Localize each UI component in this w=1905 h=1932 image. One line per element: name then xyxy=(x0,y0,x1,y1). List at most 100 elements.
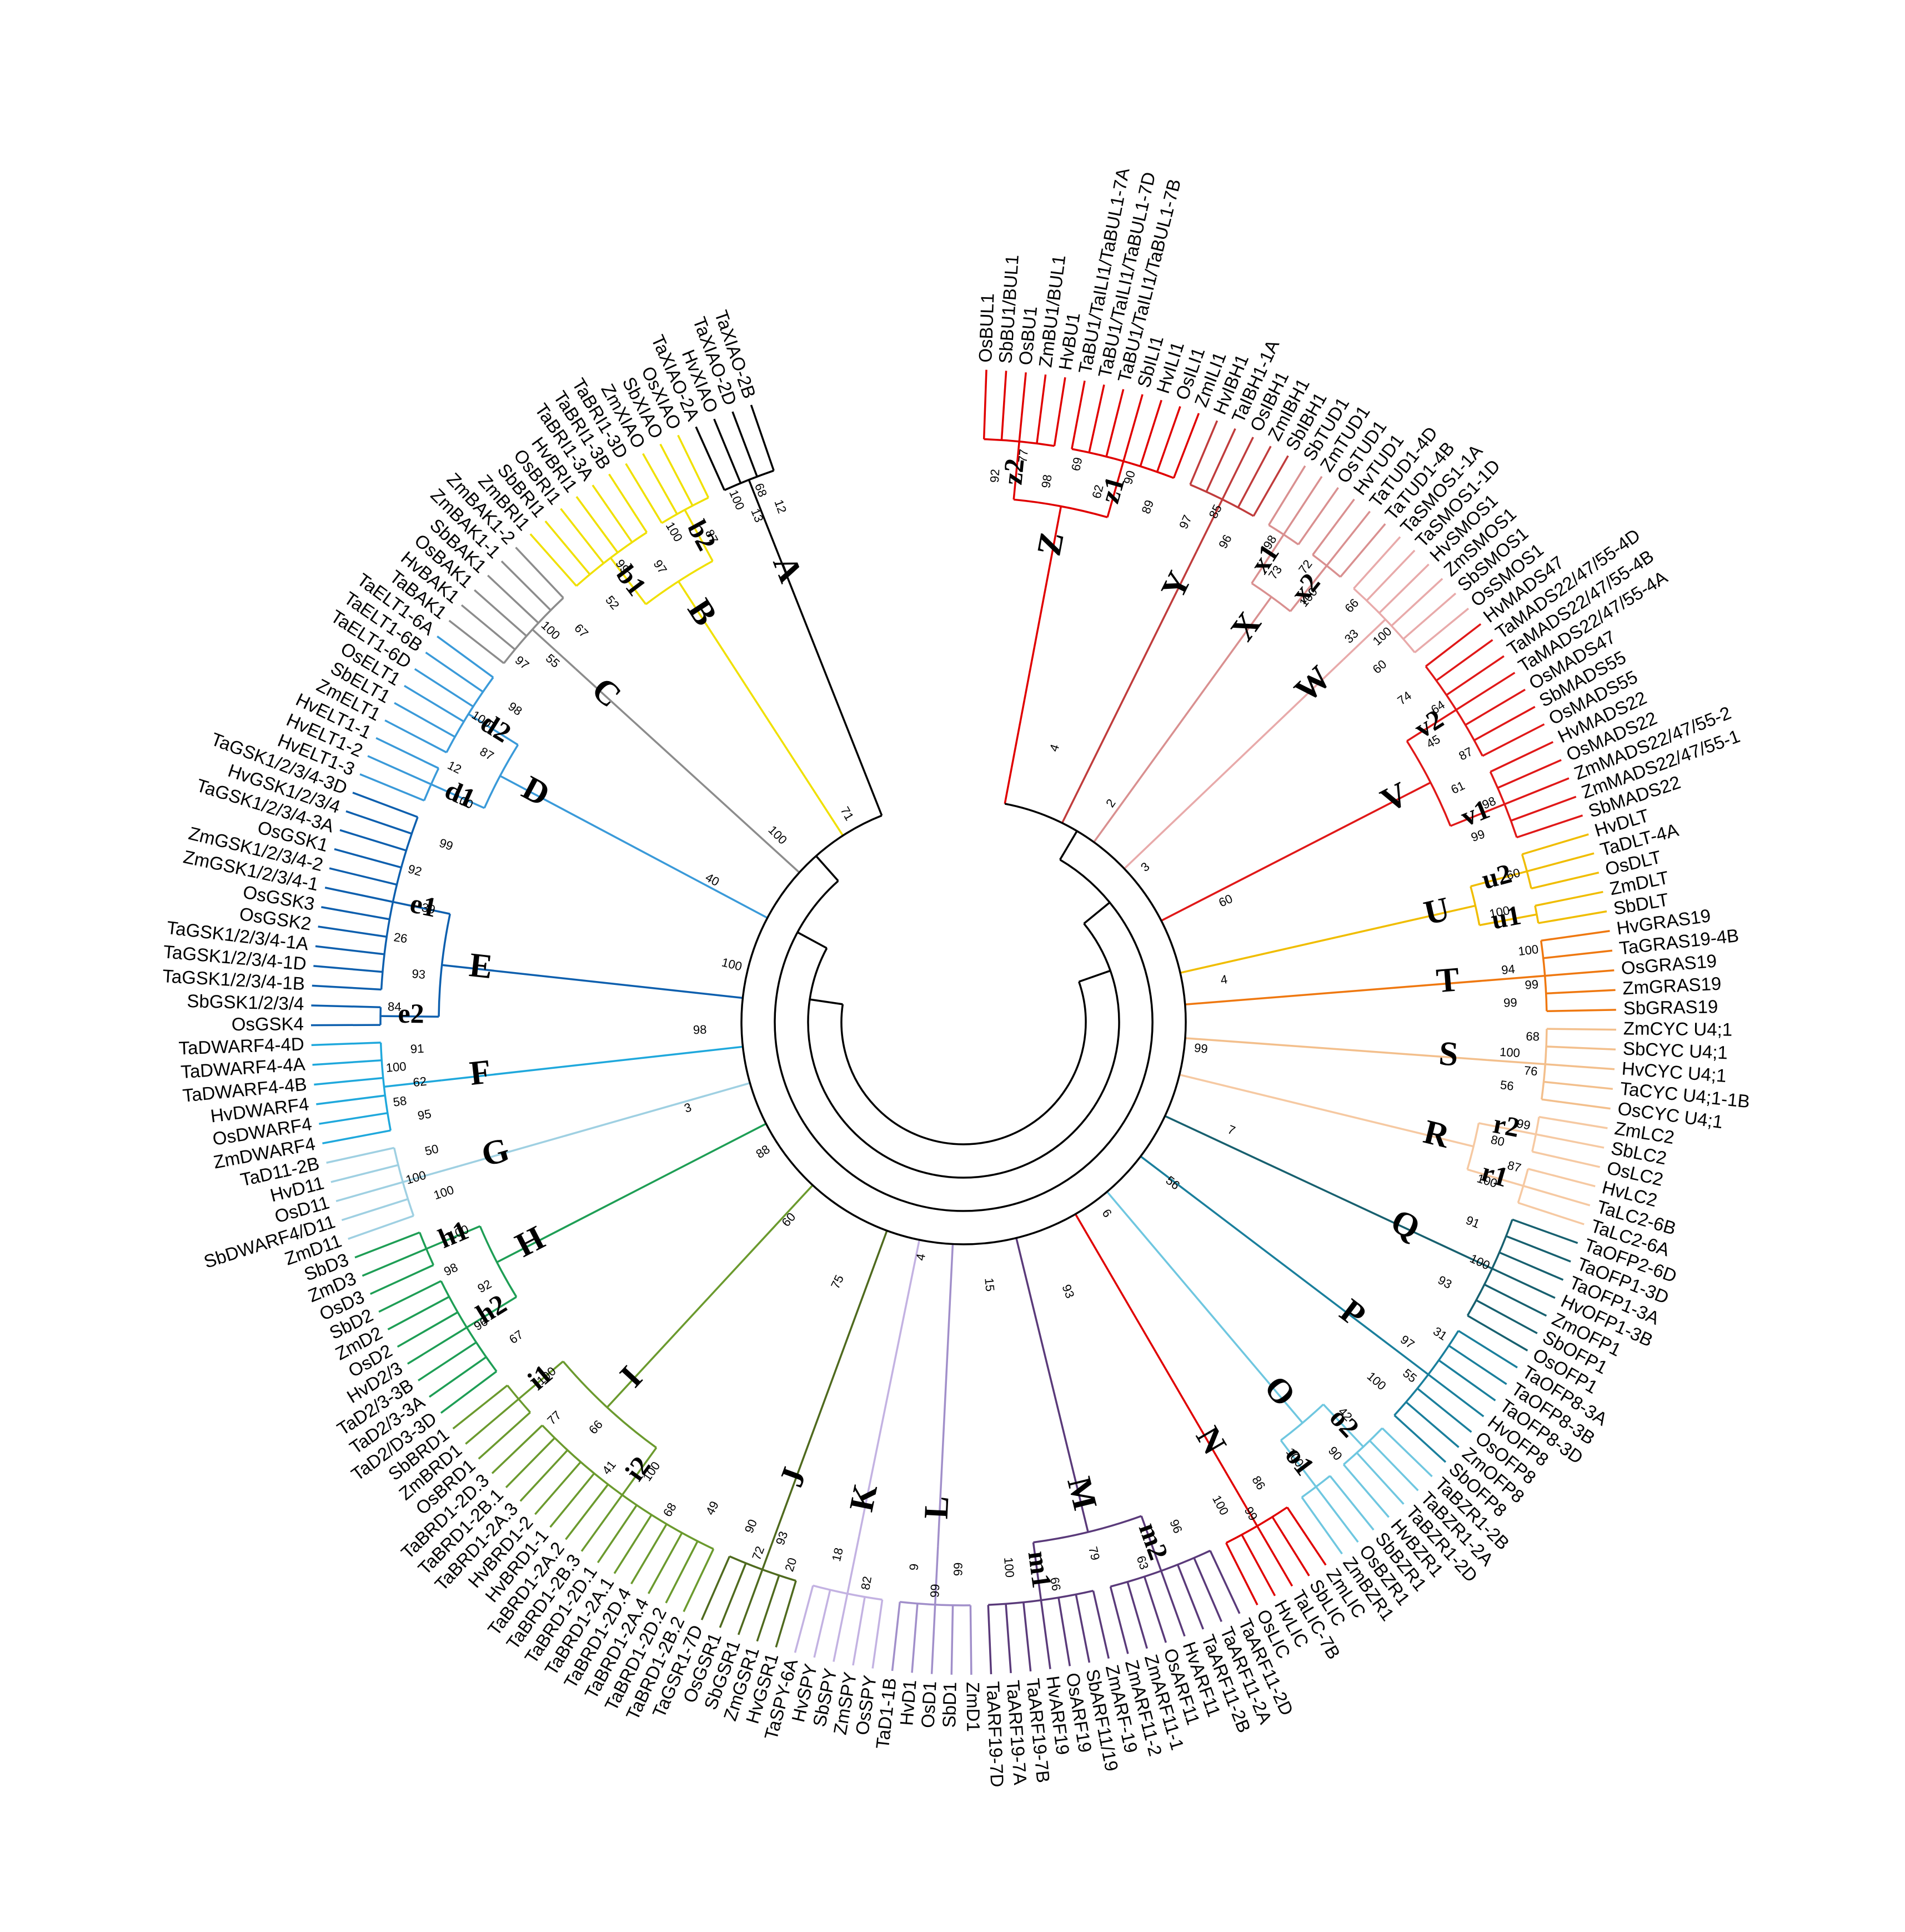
branch xyxy=(609,557,647,605)
clade-label: F xyxy=(468,1053,493,1093)
branch xyxy=(458,1082,750,1167)
branch xyxy=(1446,655,1505,696)
branch xyxy=(1541,1098,1611,1110)
branch xyxy=(1092,1590,1110,1659)
branch xyxy=(1267,465,1306,526)
branch xyxy=(891,1601,901,1671)
branch xyxy=(1498,1252,1564,1281)
subclade-label: r2 xyxy=(1491,1108,1522,1143)
branch xyxy=(375,737,439,769)
branch xyxy=(1124,659,1344,870)
branch xyxy=(988,1590,1094,1606)
branch xyxy=(1156,406,1181,473)
branch xyxy=(1531,872,1600,890)
branch xyxy=(1022,1602,1032,1671)
leaf-label: OsGSK4 xyxy=(232,1013,304,1034)
branch xyxy=(1340,523,1386,578)
support-value: 99 xyxy=(1194,1040,1209,1056)
branch xyxy=(1322,1403,1364,1448)
branch xyxy=(621,1447,658,1496)
support-value: 4 xyxy=(1220,972,1229,987)
branch xyxy=(1531,1117,1540,1152)
branch xyxy=(544,520,591,575)
leaf-label: OsBUL1 xyxy=(975,293,997,363)
clade-label: T xyxy=(1435,960,1461,1000)
branch xyxy=(1160,1570,1186,1637)
branch xyxy=(345,810,412,835)
branch xyxy=(505,1437,555,1488)
support-value: 79 xyxy=(1086,1545,1102,1562)
branch xyxy=(311,1004,381,1008)
branch xyxy=(1497,759,1562,789)
branch xyxy=(1467,1168,1524,1187)
branch xyxy=(1473,705,1536,742)
branch xyxy=(1368,1440,1419,1491)
branch xyxy=(833,1593,849,1662)
branch xyxy=(1491,1268,1556,1299)
branch xyxy=(700,1556,731,1620)
leaf-label: TaARF19-7D xyxy=(982,1681,1007,1788)
leaf-label: ZmGRAS19 xyxy=(1622,973,1722,999)
branch xyxy=(1393,1330,1460,1416)
support-value: 100 xyxy=(1001,1556,1017,1578)
support-value: 62 xyxy=(412,1074,427,1090)
support-value: 66 xyxy=(1047,1576,1064,1591)
support-value: 99 xyxy=(1525,977,1539,992)
branch xyxy=(1057,1597,1071,1666)
branch xyxy=(1004,506,1062,804)
branch xyxy=(1536,1133,1605,1149)
branch xyxy=(1106,461,1125,518)
branch xyxy=(448,619,505,664)
branch xyxy=(695,426,725,491)
branch xyxy=(1301,1496,1343,1555)
branch xyxy=(1053,377,1066,447)
support-value: 100 xyxy=(385,1059,407,1075)
branch xyxy=(750,404,775,471)
branch xyxy=(1286,1506,1327,1566)
branch xyxy=(1402,592,1457,640)
branch xyxy=(858,1239,921,1537)
branch xyxy=(316,1094,385,1105)
subclade-label: e2 xyxy=(398,998,424,1029)
branch xyxy=(394,702,455,738)
branch xyxy=(1510,795,1577,822)
branch xyxy=(499,775,768,919)
branch xyxy=(1280,1439,1317,1488)
support-value: 15 xyxy=(982,1277,997,1292)
branch xyxy=(1381,1338,1429,1375)
branch xyxy=(1193,1557,1222,1623)
branch xyxy=(1074,1213,1229,1476)
backbone xyxy=(1059,830,1078,860)
branch xyxy=(1342,1464,1390,1518)
branch xyxy=(1140,1515,1162,1571)
branch xyxy=(348,1215,414,1240)
branch xyxy=(775,1580,797,1648)
support-value: 82 xyxy=(858,1575,874,1591)
branch xyxy=(565,1484,609,1540)
branch xyxy=(1436,639,1493,682)
branch xyxy=(1535,890,1603,907)
branch xyxy=(630,1523,668,1585)
branch xyxy=(404,685,465,723)
branch xyxy=(683,1548,715,1613)
branch xyxy=(1393,1414,1447,1463)
branch xyxy=(659,443,694,507)
branch xyxy=(1526,852,1595,873)
branch xyxy=(1172,413,1200,479)
branch xyxy=(425,1225,481,1250)
backbone xyxy=(807,923,1120,1179)
branch xyxy=(1545,969,1615,977)
branch xyxy=(1527,1168,1596,1188)
branch xyxy=(380,817,419,990)
branch xyxy=(1179,1074,1474,1148)
branch xyxy=(761,1514,784,1570)
branch xyxy=(1106,1191,1304,1424)
branch xyxy=(1546,989,1616,995)
support-value: 77 xyxy=(1015,448,1030,463)
subclade-label: z2 xyxy=(996,457,1030,486)
backbone xyxy=(740,803,1187,1245)
branch xyxy=(781,1230,888,1515)
branch xyxy=(1109,1586,1129,1654)
branch xyxy=(575,668,800,874)
branch xyxy=(519,1449,569,1502)
